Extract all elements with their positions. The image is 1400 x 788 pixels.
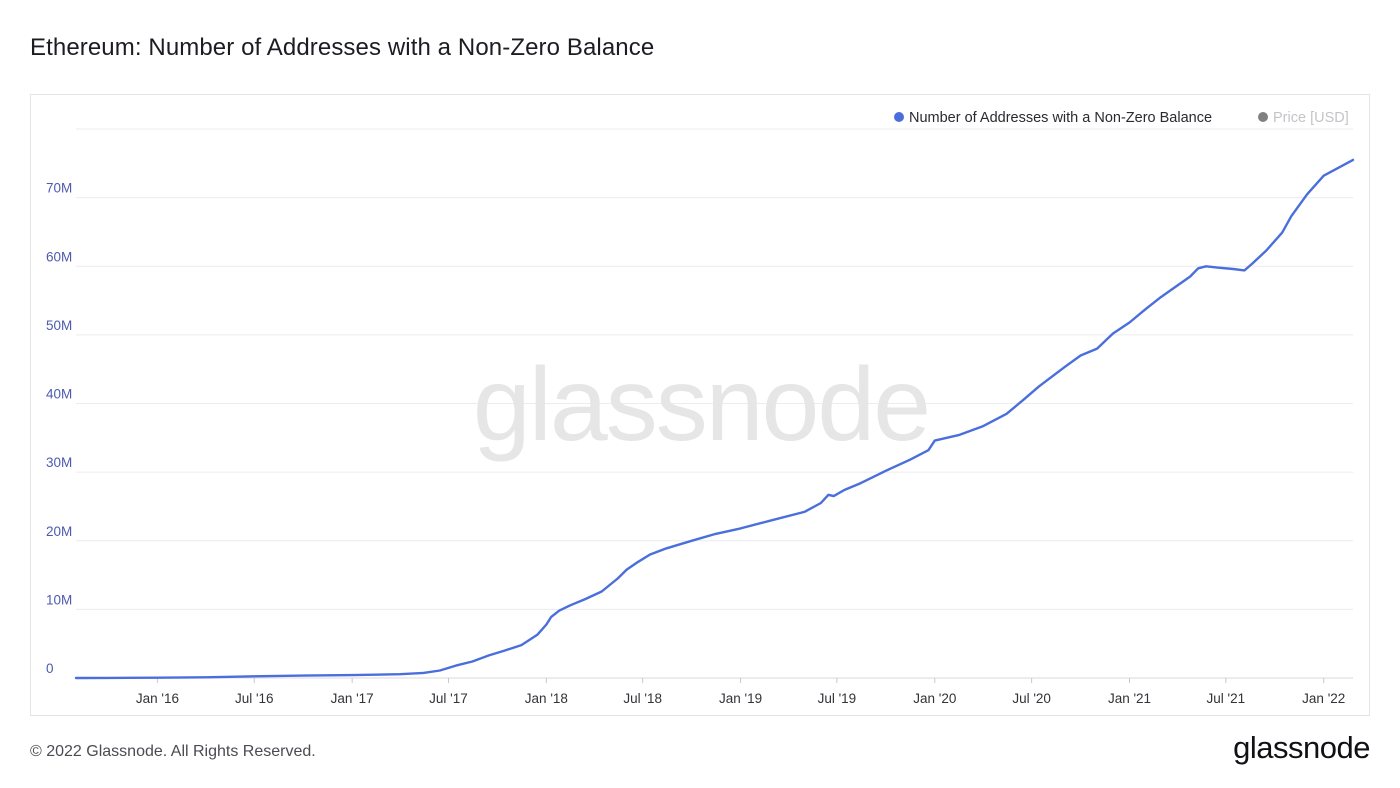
x-tick-label: Jan '16 <box>136 691 179 706</box>
x-tick-label: Jan '18 <box>525 691 568 706</box>
legend-label-addresses: Number of Addresses with a Non-Zero Bala… <box>909 110 1212 126</box>
legend-item-addresses[interactable]: Number of Addresses with a Non-Zero Bala… <box>894 110 1212 126</box>
x-tick-label: Jul '21 <box>1207 691 1246 706</box>
x-tick-label: Jul '18 <box>623 691 662 706</box>
chart-svg: glassnode 0 10M 20M 30M 40M 50M 60M 70M Jan '16… <box>46 110 1355 706</box>
glassnode-watermark: glassnode <box>473 347 929 463</box>
series-line-addresses <box>74 158 1355 680</box>
series-layer <box>74 158 1355 680</box>
y-tick-label: 0 <box>46 661 54 676</box>
legend-item-price[interactable]: Price [USD] <box>1258 110 1349 126</box>
y-tick-label: 60M <box>46 249 72 264</box>
x-tick-label: Jan '20 <box>913 691 956 706</box>
glassnode-logo[interactable]: glassnode <box>1233 730 1370 765</box>
x-tick-label: Jan '17 <box>331 691 374 706</box>
chart-frame: glassnode 0 10M 20M 30M 40M 50M 60M 70M Jan '16… <box>30 94 1370 716</box>
x-tick-label: Jan '22 <box>1302 691 1345 706</box>
legend: Number of Addresses with a Non-Zero Bala… <box>894 110 1349 126</box>
legend-dot-addresses <box>894 112 904 122</box>
y-tick-label: 10M <box>46 592 72 607</box>
x-tick-label: Jul '20 <box>1012 691 1051 706</box>
x-tick-label: Jan '21 <box>1108 691 1151 706</box>
x-tick-label: Jul '17 <box>429 691 468 706</box>
x-axis-ticks: Jan '16 Jul '16 Jan '17 Jul '17 Jan '18 Jul '… <box>136 678 1345 706</box>
x-tick-label: Jul '19 <box>818 691 857 706</box>
y-axis-ticks: 0 10M 20M 30M 40M 50M 60M 70M <box>46 181 72 676</box>
y-tick-label: 30M <box>46 455 72 470</box>
y-tick-label: 40M <box>46 387 72 402</box>
legend-label-price: Price [USD] <box>1273 110 1349 126</box>
legend-dot-price <box>1258 112 1268 122</box>
x-tick-label: Jan '19 <box>719 691 762 706</box>
y-tick-label: 50M <box>46 318 72 333</box>
x-tick-label: Jul '16 <box>235 691 274 706</box>
y-tick-label: 20M <box>46 524 72 539</box>
grid-layer <box>76 128 1353 679</box>
copyright-text: © 2022 Glassnode. All Rights Reserved. <box>30 743 316 760</box>
page-title: Ethereum: Number of Addresses with a Non… <box>30 34 655 61</box>
y-tick-label: 70M <box>46 181 72 196</box>
